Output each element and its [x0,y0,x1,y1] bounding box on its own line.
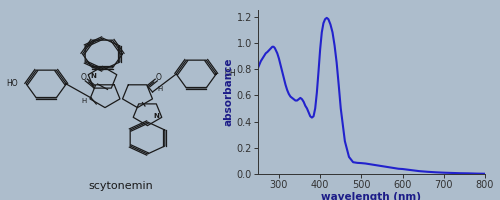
Text: O: O [81,72,86,82]
Text: N: N [91,73,96,79]
Text: scytonemin: scytonemin [89,181,154,191]
X-axis label: wavelength (nm): wavelength (nm) [321,192,421,200]
Text: OH: OH [225,70,236,78]
Text: H: H [158,86,162,92]
Y-axis label: absorbance: absorbance [224,58,234,126]
Text: HO: HO [6,79,18,88]
Text: O: O [156,72,162,82]
Text: N: N [154,113,159,119]
Text: H: H [81,98,86,104]
